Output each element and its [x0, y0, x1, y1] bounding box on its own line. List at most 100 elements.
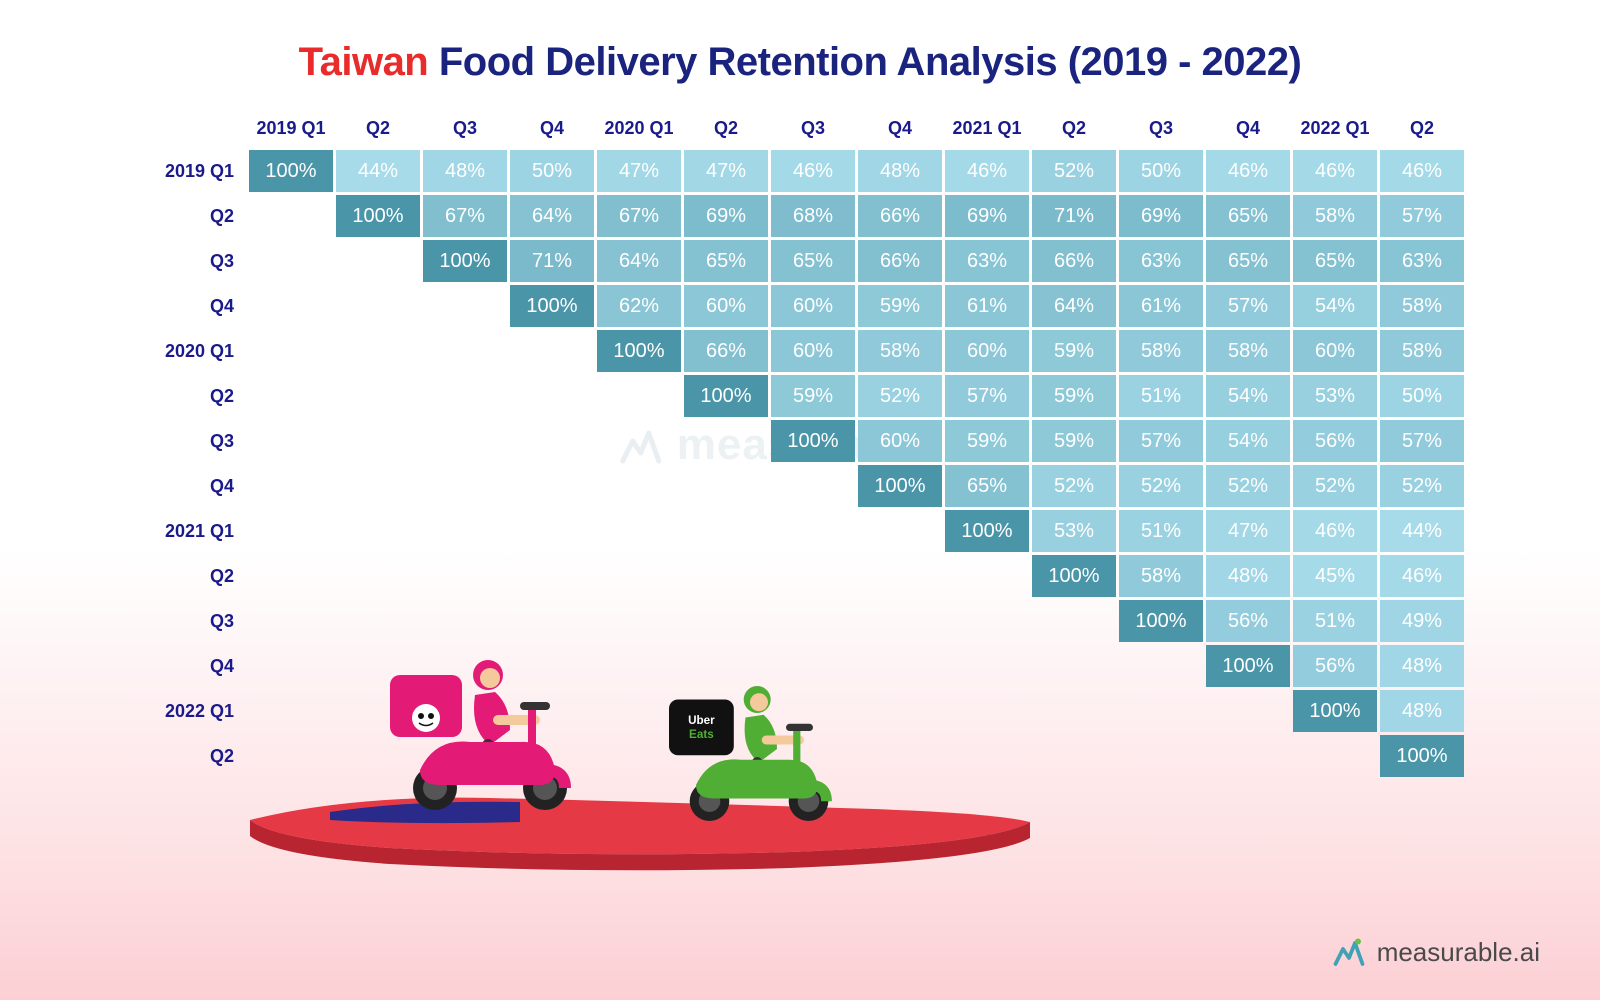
heatmap-cell: 63%	[945, 240, 1029, 282]
heatmap-cell: 46%	[1293, 510, 1377, 552]
heatmap-cell: 49%	[1380, 600, 1464, 642]
row-header: Q2	[136, 195, 246, 237]
column-header: Q2	[1380, 118, 1464, 147]
column-header: Q2	[336, 118, 420, 147]
heatmap-cell: 48%	[1380, 690, 1464, 732]
legend-min-label: MIN	[610, 820, 643, 841]
row-header: Q4	[136, 465, 246, 507]
heatmap-cell: 69%	[945, 195, 1029, 237]
footer-brand: measurable.ai	[1331, 934, 1540, 970]
heatmap-cell: 57%	[1380, 195, 1464, 237]
legend-max-label: MAX	[951, 820, 991, 841]
heatmap-cell: 61%	[945, 285, 1029, 327]
heatmap-cell: 46%	[771, 150, 855, 192]
heatmap-cell: 59%	[1032, 375, 1116, 417]
column-header: 2021 Q1	[945, 118, 1029, 147]
heatmap-cell: 100%	[684, 375, 768, 417]
heatmap-cell: 65%	[945, 465, 1029, 507]
column-header: 2019 Q1	[249, 118, 333, 147]
heatmap-cell: 60%	[771, 330, 855, 372]
row-header: 2019 Q1	[136, 150, 246, 192]
legend-gradient-bar	[657, 823, 937, 839]
row-header: Q4	[136, 645, 246, 687]
heatmap-cell: 57%	[1206, 285, 1290, 327]
heatmap-cell: 46%	[1380, 555, 1464, 597]
title-accent: Taiwan	[299, 40, 429, 84]
heatmap-cell: 100%	[423, 240, 507, 282]
heatmap-cell: 54%	[1206, 420, 1290, 462]
heatmap-cell: 65%	[684, 240, 768, 282]
heatmap-cell: 53%	[1032, 510, 1116, 552]
heatmap-cell: 52%	[1206, 465, 1290, 507]
heatmap-cell: 56%	[1293, 420, 1377, 462]
heatmap-cell: 100%	[1032, 555, 1116, 597]
heatmap-cell: 51%	[1119, 375, 1203, 417]
heatmap-cell: 47%	[684, 150, 768, 192]
heatmap-cell: 51%	[1293, 600, 1377, 642]
heatmap-cell: 69%	[684, 195, 768, 237]
row-header: Q2	[136, 735, 246, 777]
heatmap-cell: 60%	[945, 330, 1029, 372]
heatmap-cell: 62%	[597, 285, 681, 327]
heatmap-cell: 65%	[1206, 240, 1290, 282]
heatmap-cell: 50%	[510, 150, 594, 192]
row-header: Q3	[136, 600, 246, 642]
heatmap-cell: 52%	[1032, 465, 1116, 507]
heatmap-cell: 71%	[510, 240, 594, 282]
heatmap-cell: 58%	[1119, 330, 1203, 372]
heatmap-cell: 65%	[1293, 240, 1377, 282]
heatmap-cell: 65%	[1206, 195, 1290, 237]
heatmap-cell: 48%	[423, 150, 507, 192]
heatmap-cell: 46%	[1380, 150, 1464, 192]
column-header: Q4	[510, 118, 594, 147]
heatmap-cell: 67%	[423, 195, 507, 237]
heatmap-cell: 56%	[1206, 600, 1290, 642]
heatmap-cell: 61%	[1119, 285, 1203, 327]
column-header: Q4	[858, 118, 942, 147]
heatmap-cell: 59%	[1032, 330, 1116, 372]
heatmap-cell: 48%	[858, 150, 942, 192]
heatmap-cell: 66%	[684, 330, 768, 372]
heatmap-cell: 52%	[858, 375, 942, 417]
heatmap-cell: 100%	[1293, 690, 1377, 732]
heatmap-cell: 44%	[336, 150, 420, 192]
heatmap-cell: 57%	[1380, 420, 1464, 462]
row-header: Q2	[136, 555, 246, 597]
row-header: Q2	[136, 375, 246, 417]
row-header: Q3	[136, 240, 246, 282]
heatmap-cell: 58%	[1380, 285, 1464, 327]
retention-heatmap: 2019 Q1Q2Q3Q42020 Q1Q2Q3Q42021 Q1Q2Q3Q42…	[133, 115, 1467, 780]
legend: MIN MAX	[70, 820, 1530, 841]
heatmap-cell: 54%	[1206, 375, 1290, 417]
heatmap-cell: 51%	[1119, 510, 1203, 552]
heatmap-cell: 45%	[1293, 555, 1377, 597]
heatmap-cell: 100%	[249, 150, 333, 192]
heatmap-cell: 71%	[1032, 195, 1116, 237]
heatmap-cell: 100%	[945, 510, 1029, 552]
heatmap-cell: 56%	[1293, 645, 1377, 687]
heatmap-cell: 50%	[1380, 375, 1464, 417]
heatmap-cell: 47%	[597, 150, 681, 192]
heatmap-cell: 66%	[858, 195, 942, 237]
heatmap-cell: 68%	[771, 195, 855, 237]
heatmap-cell: 52%	[1032, 150, 1116, 192]
heatmap-cell: 63%	[1380, 240, 1464, 282]
heatmap-cell: 100%	[1119, 600, 1203, 642]
heatmap-cell: 47%	[1206, 510, 1290, 552]
column-header: 2020 Q1	[597, 118, 681, 147]
heatmap-cell: 44%	[1380, 510, 1464, 552]
column-header: Q4	[1206, 118, 1290, 147]
heatmap-cell: 66%	[1032, 240, 1116, 282]
title-rest: Food Delivery Retention Analysis (2019 -…	[428, 40, 1301, 84]
heatmap-cell: 60%	[1293, 330, 1377, 372]
heatmap-cell: 69%	[1119, 195, 1203, 237]
heatmap-cell: 59%	[1032, 420, 1116, 462]
heatmap-cell: 46%	[1293, 150, 1377, 192]
heatmap-cell: 67%	[597, 195, 681, 237]
brand-logo-icon	[1331, 934, 1367, 970]
heatmap-cell: 57%	[1119, 420, 1203, 462]
heatmap-cell: 100%	[510, 285, 594, 327]
column-header: Q3	[423, 118, 507, 147]
heatmap-cell: 100%	[336, 195, 420, 237]
row-header: Q3	[136, 420, 246, 462]
